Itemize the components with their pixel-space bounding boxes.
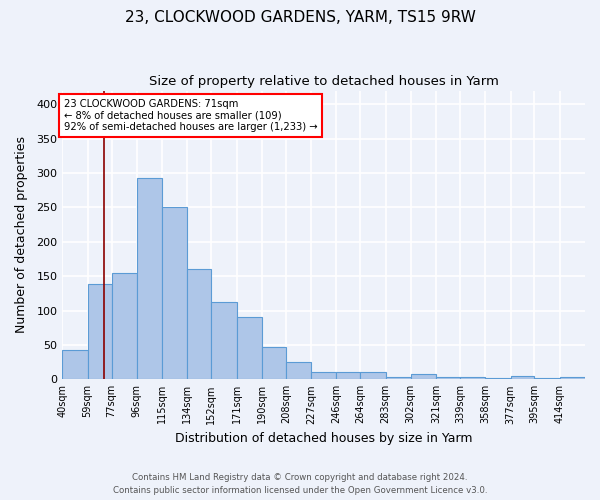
Bar xyxy=(236,316,262,380)
Bar xyxy=(460,377,485,380)
Bar xyxy=(262,347,286,380)
Bar xyxy=(211,302,236,380)
Bar xyxy=(560,377,585,380)
Bar xyxy=(511,376,535,380)
Bar xyxy=(336,372,360,380)
Bar xyxy=(360,372,386,380)
Text: Contains HM Land Registry data © Crown copyright and database right 2024.
Contai: Contains HM Land Registry data © Crown c… xyxy=(113,474,487,495)
Bar xyxy=(88,284,112,380)
Bar xyxy=(137,178,162,380)
Bar xyxy=(311,372,336,380)
Y-axis label: Number of detached properties: Number of detached properties xyxy=(15,136,28,334)
Text: 23 CLOCKWOOD GARDENS: 71sqm
← 8% of detached houses are smaller (109)
92% of sem: 23 CLOCKWOOD GARDENS: 71sqm ← 8% of deta… xyxy=(64,99,317,132)
Bar xyxy=(386,376,411,380)
Bar xyxy=(112,272,137,380)
Text: 23, CLOCKWOOD GARDENS, YARM, TS15 9RW: 23, CLOCKWOOD GARDENS, YARM, TS15 9RW xyxy=(125,10,475,25)
Bar xyxy=(436,376,460,380)
Bar xyxy=(162,206,187,380)
Bar xyxy=(485,378,511,380)
Bar xyxy=(187,268,211,380)
Bar xyxy=(411,374,436,380)
X-axis label: Distribution of detached houses by size in Yarm: Distribution of detached houses by size … xyxy=(175,432,472,445)
Bar xyxy=(286,362,311,380)
Bar xyxy=(62,350,88,380)
Bar xyxy=(535,378,560,380)
Title: Size of property relative to detached houses in Yarm: Size of property relative to detached ho… xyxy=(149,75,499,88)
